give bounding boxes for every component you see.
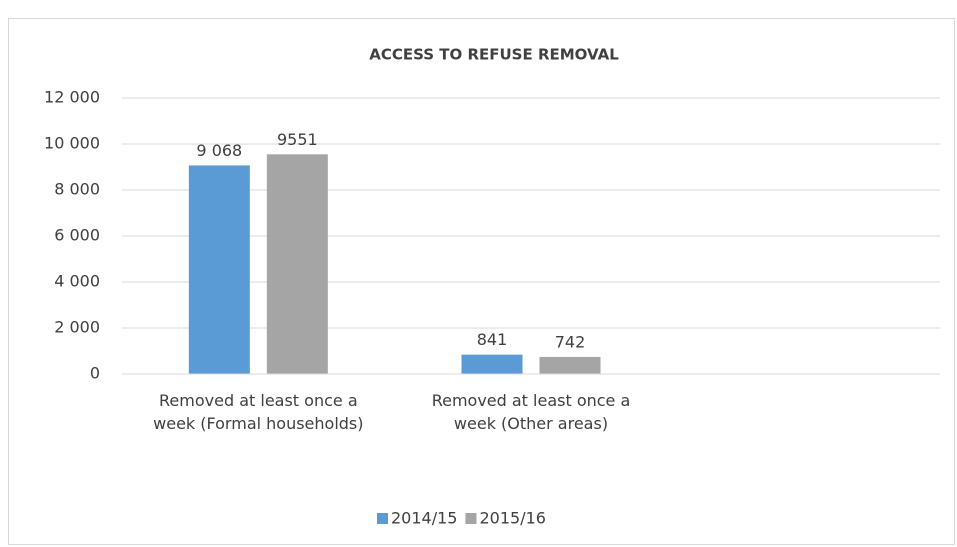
data-label: 9 068 xyxy=(196,141,242,160)
legend-swatch xyxy=(465,513,477,524)
y-tick-label: 4 000 xyxy=(54,272,100,291)
y-tick-label: 12 000 xyxy=(44,88,100,107)
legend-label: 2015/16 xyxy=(479,509,545,528)
legend-label: 2014/15 xyxy=(391,509,457,528)
data-label: 742 xyxy=(555,332,586,351)
y-tick-label: 0 xyxy=(90,364,100,383)
legend-swatch xyxy=(377,513,388,524)
y-tick-label: 2 000 xyxy=(54,318,100,337)
y-tick-label: 10 000 xyxy=(44,134,100,153)
chart-title: ACCESS TO REFUSE REMOVAL xyxy=(369,46,619,64)
data-label: 9551 xyxy=(277,130,318,149)
data-label: 841 xyxy=(477,330,508,349)
bar xyxy=(461,354,523,374)
x-tick-label: Removed at least once a week (Other area… xyxy=(431,391,631,433)
bar xyxy=(188,165,250,374)
y-tick-label: 8 000 xyxy=(54,180,100,199)
x-tick-label: Removed at least once a week (Formal hou… xyxy=(153,391,364,433)
bar xyxy=(539,356,601,374)
bar xyxy=(266,154,328,374)
y-tick-label: 6 000 xyxy=(54,226,100,245)
